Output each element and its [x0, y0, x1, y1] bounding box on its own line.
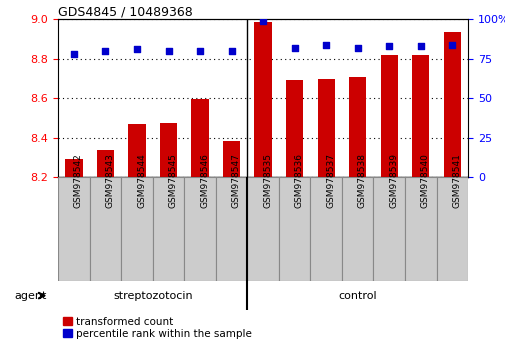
Text: GSM978540: GSM978540	[420, 153, 429, 207]
Bar	[58, 177, 89, 281]
Text: GSM978543: GSM978543	[105, 153, 114, 207]
Point	[133, 47, 141, 52]
Text: GSM978538: GSM978538	[357, 153, 366, 208]
Text: GSM978546: GSM978546	[199, 153, 209, 207]
Point	[384, 44, 392, 49]
Bar	[153, 177, 184, 281]
Bar	[436, 177, 467, 281]
Bar	[411, 55, 429, 177]
Point	[227, 48, 235, 54]
Bar	[310, 177, 341, 281]
Text: GSM978537: GSM978537	[326, 153, 334, 208]
Point	[416, 44, 424, 49]
Bar	[160, 123, 177, 177]
Text: agent: agent	[15, 291, 47, 301]
Text: GSM978541: GSM978541	[451, 153, 461, 207]
Text: GSM978542: GSM978542	[74, 153, 83, 207]
Point	[70, 51, 78, 57]
Bar	[380, 55, 397, 177]
Point	[447, 42, 456, 47]
Bar	[184, 177, 216, 281]
Bar	[65, 159, 82, 177]
Bar	[404, 177, 436, 281]
Bar	[254, 22, 271, 177]
Bar	[373, 177, 404, 281]
Point	[101, 48, 109, 54]
Bar	[443, 32, 460, 177]
Bar	[247, 177, 278, 281]
Bar	[128, 124, 145, 177]
Text: GSM978544: GSM978544	[137, 153, 146, 207]
Bar	[317, 79, 334, 177]
Legend: transformed count, percentile rank within the sample: transformed count, percentile rank withi…	[63, 317, 251, 339]
Text: control: control	[338, 291, 376, 301]
Bar	[96, 150, 114, 177]
Bar	[121, 177, 153, 281]
Point	[259, 18, 267, 24]
Point	[353, 45, 361, 51]
Text: GSM978547: GSM978547	[231, 153, 240, 207]
Text: GSM978535: GSM978535	[263, 153, 272, 208]
Bar	[348, 76, 366, 177]
Point	[290, 45, 298, 51]
Bar	[191, 99, 209, 177]
Bar	[89, 177, 121, 281]
Bar	[285, 80, 302, 177]
Bar	[278, 177, 310, 281]
Point	[164, 48, 172, 54]
Text: streptozotocin: streptozotocin	[113, 291, 192, 301]
Text: GDS4845 / 10489368: GDS4845 / 10489368	[58, 5, 192, 18]
Text: GSM978539: GSM978539	[388, 153, 397, 208]
Text: GSM978536: GSM978536	[294, 153, 303, 208]
Bar	[216, 177, 247, 281]
Point	[322, 42, 330, 47]
Bar	[223, 141, 240, 177]
Bar	[341, 177, 373, 281]
Point	[195, 48, 204, 54]
Text: GSM978545: GSM978545	[168, 153, 177, 207]
